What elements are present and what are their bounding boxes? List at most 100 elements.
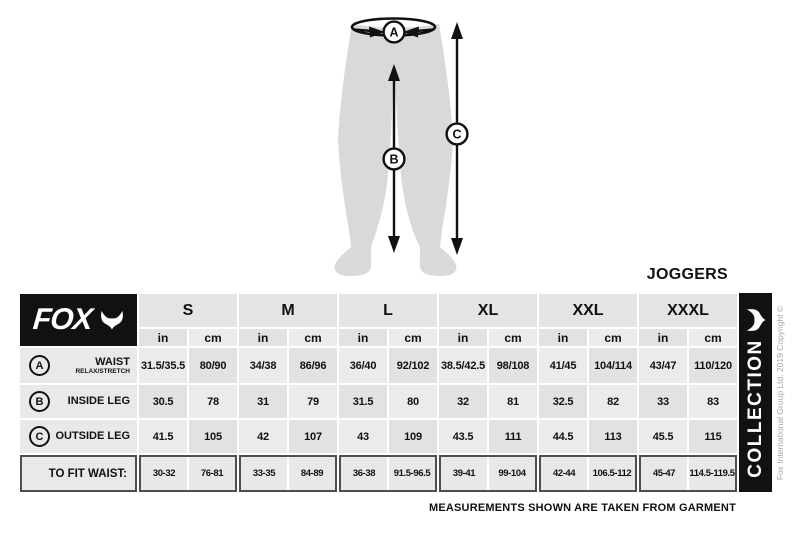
fit-value-cell: 84-89 xyxy=(289,457,335,490)
row-label: A WAIST RELAX/STRETCH xyxy=(20,348,137,383)
value-cell: 81 xyxy=(489,385,537,418)
value-cell: 83 xyxy=(689,385,737,418)
waist-arrow-right xyxy=(403,26,435,38)
marker-a-circle xyxy=(382,20,406,44)
size-header-cell: XL xyxy=(439,294,537,327)
value-cell: 86/96 xyxy=(289,348,337,383)
brand-wordmark: FOX xyxy=(31,303,94,336)
value-cell: 32.5 xyxy=(539,385,587,418)
fit-value-cell: 106.5-112 xyxy=(589,457,635,490)
value-cell: 42 xyxy=(239,420,287,453)
row-label-main: INSIDE LEG xyxy=(67,395,130,408)
row-label-text: INSIDE LEG xyxy=(68,395,130,407)
value-cell: 110/120 xyxy=(689,348,737,383)
fox-head-icon xyxy=(746,308,766,331)
size-header-cell: XXXL xyxy=(639,294,737,327)
measurement-note: MEASUREMENTS SHOWN ARE TAKEN FROM GARMEN… xyxy=(428,502,736,514)
unit-header-cell: in xyxy=(239,329,287,346)
row-marker: B xyxy=(29,391,50,412)
size-header-cell: S xyxy=(139,294,237,327)
fit-group: 30-32 76-81 xyxy=(139,455,237,492)
value-cell: 109 xyxy=(389,420,437,453)
row-label: B INSIDE LEG xyxy=(20,385,137,418)
value-cell: 30.5 xyxy=(139,385,187,418)
fit-value-cell: 114.5-119.5 xyxy=(689,457,735,490)
unit-header-cell: in xyxy=(539,329,587,346)
unit-header-cell: cm xyxy=(389,329,437,346)
value-cell: 82 xyxy=(589,385,637,418)
marker-b-circle xyxy=(382,147,406,171)
fit-value-cell: 33-35 xyxy=(241,457,287,490)
value-cell: 31 xyxy=(239,385,287,418)
fit-value-cell: 76-81 xyxy=(189,457,235,490)
row-label-main: WAIST xyxy=(95,355,130,368)
fit-value-cell: 42-44 xyxy=(541,457,587,490)
value-cell: 36/40 xyxy=(339,348,387,383)
value-cell: 43.5 xyxy=(439,420,487,453)
fit-value-cell: 99-104 xyxy=(489,457,535,490)
value-cell: 45.5 xyxy=(639,420,687,453)
value-cell: 33 xyxy=(639,385,687,418)
value-cell: 79 xyxy=(289,385,337,418)
value-cell: 104/114 xyxy=(589,348,637,383)
fit-value-cell: 30-32 xyxy=(141,457,187,490)
value-cell: 113 xyxy=(589,420,637,453)
value-cell: 80 xyxy=(389,385,437,418)
collection-label: COLLECTION xyxy=(744,338,766,478)
fit-value-cell: 91.5-96.5 xyxy=(389,457,435,490)
marker-c-label: C xyxy=(452,127,461,141)
value-cell: 41/45 xyxy=(539,348,587,383)
value-cell: 43 xyxy=(339,420,387,453)
marker-a-label: A xyxy=(389,25,398,39)
value-cell: 31.5 xyxy=(339,385,387,418)
fit-row-label: TO FIT WAIST: xyxy=(20,455,137,492)
unit-header-cell: in xyxy=(339,329,387,346)
fit-group: 36-38 91.5-96.5 xyxy=(339,455,437,492)
unit-header-cell: cm xyxy=(689,329,737,346)
size-chart-table: FOX S M L XL XXL XXXL in cm in cm in cm in cm in cm in cm A… xyxy=(20,294,737,492)
size-header-cell: M xyxy=(239,294,337,327)
collection-bar: COLLECTION xyxy=(739,293,772,492)
marker-b-label: B xyxy=(389,152,398,166)
unit-header-cell: cm xyxy=(189,329,237,346)
row-marker: C xyxy=(29,426,50,447)
row-marker: A xyxy=(29,355,50,376)
value-cell: 115 xyxy=(689,420,737,453)
row-label: C OUTSIDE LEG xyxy=(20,420,137,453)
row-label-sub: RELAX/STRETCH xyxy=(75,367,130,375)
unit-header-cell: in xyxy=(139,329,187,346)
value-cell: 105 xyxy=(189,420,237,453)
joggers-diagram: A B C xyxy=(334,17,469,276)
unit-header-cell: cm xyxy=(289,329,337,346)
row-label-text: OUTSIDE LEG xyxy=(55,430,130,442)
value-cell: 38.5/42.5 xyxy=(439,348,487,383)
fit-value-cell: 45-47 xyxy=(641,457,687,490)
fit-value-cell: 39-41 xyxy=(441,457,487,490)
fox-head-icon xyxy=(100,310,123,330)
diagram-markers: A B C xyxy=(382,20,469,171)
value-cell: 92/102 xyxy=(389,348,437,383)
value-cell: 43/47 xyxy=(639,348,687,383)
value-cell: 107 xyxy=(289,420,337,453)
value-cell: 34/38 xyxy=(239,348,287,383)
unit-header-cell: in xyxy=(639,329,687,346)
value-cell: 80/90 xyxy=(189,348,237,383)
value-cell: 32 xyxy=(439,385,487,418)
fit-group: 33-35 84-89 xyxy=(239,455,337,492)
fit-group: 45-47 114.5-119.5 xyxy=(639,455,737,492)
row-label-text: WAIST RELAX/STRETCH xyxy=(75,356,130,375)
value-cell: 31.5/35.5 xyxy=(139,348,187,383)
fit-value-cell: 36-38 xyxy=(341,457,387,490)
size-header-cell: XXL xyxy=(539,294,637,327)
fit-group: 42-44 106.5-112 xyxy=(539,455,637,492)
brand-logo-cell: FOX xyxy=(20,294,137,346)
value-cell: 41.5 xyxy=(139,420,187,453)
unit-header-cell: cm xyxy=(589,329,637,346)
fit-group: 39-41 99-104 xyxy=(439,455,537,492)
marker-c-circle xyxy=(445,122,469,146)
unit-header-cell: in xyxy=(439,329,487,346)
waist-arrow-left xyxy=(352,26,385,38)
joggers-silhouette xyxy=(334,24,457,276)
value-cell: 111 xyxy=(489,420,537,453)
